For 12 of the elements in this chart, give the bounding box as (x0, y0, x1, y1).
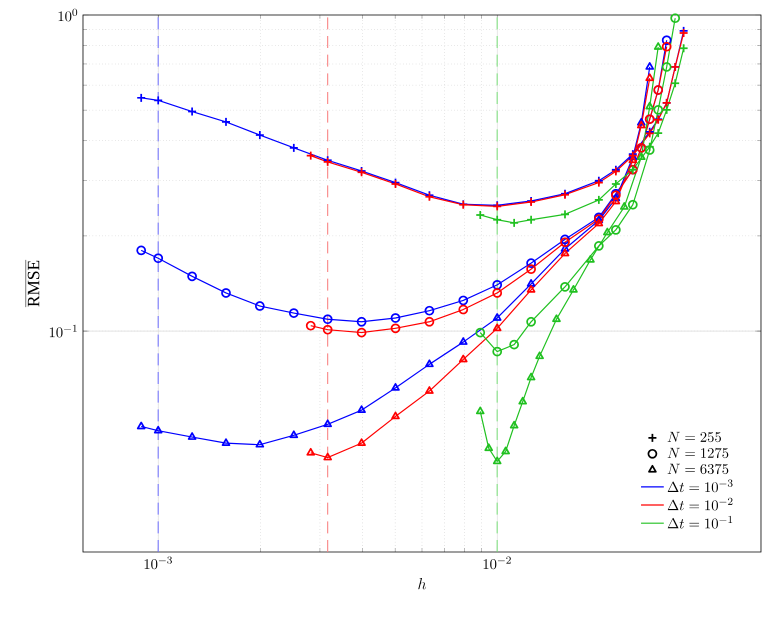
x-tick-label: $10^{-3}$ (144, 556, 172, 570)
x-axis-title: $h$ (418, 578, 426, 590)
legend-label: $N = 1275$ (668, 448, 728, 458)
legend-label: $\Delta t = 10^{-3}$ (668, 480, 733, 492)
legend-label: $N = 255$ (668, 432, 721, 442)
legend-label: $\Delta t = 10^{-1}$ (668, 516, 732, 529)
x-tick-label: $10^{-2}$ (484, 556, 511, 570)
legend-label: $N = 6375$ (668, 464, 728, 474)
y-tick-label: $10^{0}$ (58, 8, 78, 22)
legend-label: $\Delta t = 10^{-2}$ (668, 498, 732, 510)
y-axis-title: $\overline{\mathrm{RMSE}}$ (26, 260, 40, 308)
y-tick-label: $10^{-1}$ (50, 324, 77, 338)
